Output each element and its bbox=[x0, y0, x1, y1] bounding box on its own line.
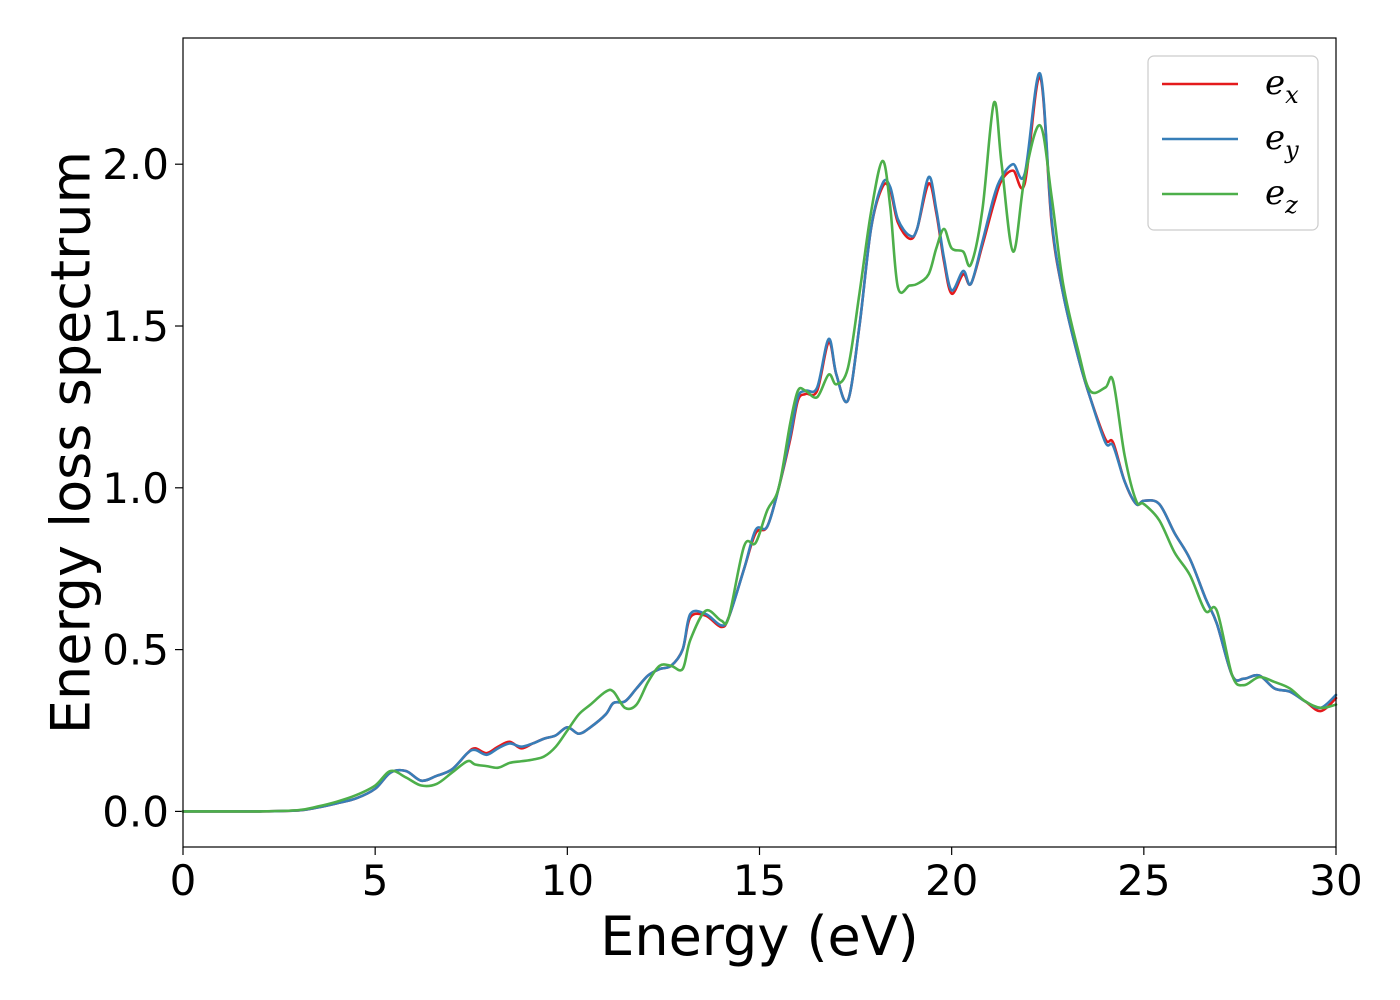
plot-frame bbox=[182, 37, 1337, 848]
y-axis-ticks: 0.0 0.5 1.0 1.5 2.0 bbox=[102, 140, 183, 836]
y-tick-label: 1.0 bbox=[102, 464, 169, 513]
x-tick-label: 25 bbox=[1117, 856, 1170, 905]
plot-series bbox=[181, 72, 1338, 813]
x-tick-label: 10 bbox=[541, 856, 594, 905]
x-tick-label: 30 bbox=[1309, 856, 1362, 905]
legend-label-y: ey bbox=[1265, 118, 1299, 164]
x-tick-label: 0 bbox=[170, 856, 197, 905]
x-axis-title: Energy (eV) bbox=[600, 905, 919, 968]
x-axis-ticks: 0 5 10 15 20 25 30 bbox=[170, 847, 1363, 905]
legend-box bbox=[1147, 55, 1319, 231]
y-tick-label: 1.5 bbox=[102, 302, 169, 351]
y-tick-label: 2.0 bbox=[102, 140, 169, 189]
y-axis-title: Energy loss spectrum bbox=[40, 151, 103, 734]
x-tick-label: 15 bbox=[733, 856, 786, 905]
x-tick-label: 5 bbox=[362, 856, 389, 905]
series-line-ey bbox=[181, 72, 1338, 813]
y-tick-label: 0.0 bbox=[102, 787, 169, 836]
series-line-ez bbox=[181, 100, 1338, 813]
y-tick-label: 0.5 bbox=[102, 626, 169, 675]
x-tick-label: 20 bbox=[925, 856, 978, 905]
legend-label-x: ex bbox=[1265, 63, 1299, 109]
